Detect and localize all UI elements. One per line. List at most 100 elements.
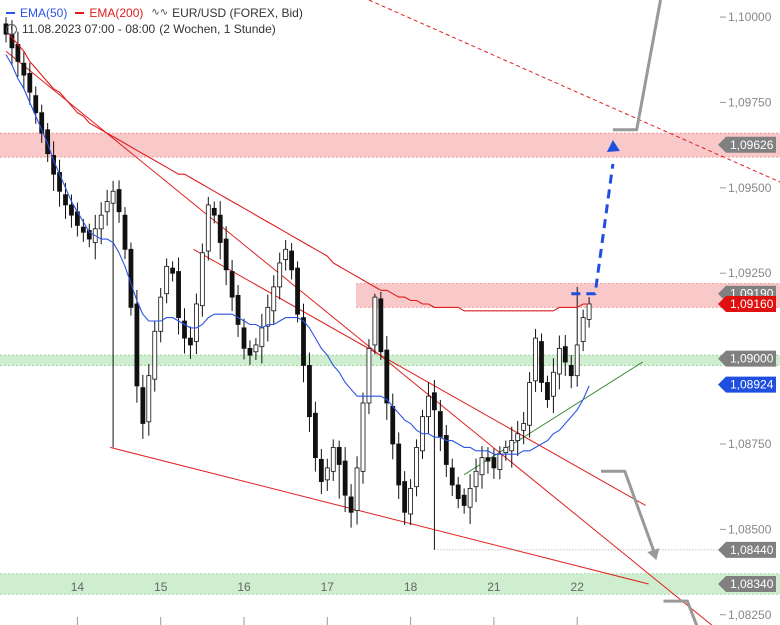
candle-body bbox=[491, 457, 497, 469]
y-tick-label: 1,08250 bbox=[728, 608, 772, 622]
candle-body bbox=[562, 346, 568, 363]
candle-body bbox=[324, 467, 330, 481]
candle-body bbox=[366, 347, 372, 404]
candle-body bbox=[431, 392, 437, 411]
candle-body bbox=[247, 347, 253, 356]
candle-body bbox=[414, 447, 419, 488]
price-label-tag bbox=[718, 295, 776, 312]
candle-body bbox=[253, 344, 259, 353]
upper-scenario-arrow bbox=[612, 0, 662, 132]
price-label-blue: 1,08924 bbox=[718, 376, 776, 393]
candle-body bbox=[336, 447, 342, 465]
candle-body bbox=[485, 457, 491, 462]
price-label-text: 1,08924 bbox=[730, 378, 774, 392]
candle-body bbox=[283, 248, 289, 260]
candle-body bbox=[384, 349, 390, 404]
candle-body bbox=[312, 412, 318, 459]
y-tick-label: 1,09500 bbox=[728, 181, 772, 195]
x-tick-label: 16 bbox=[237, 580, 251, 594]
candle-body bbox=[586, 303, 592, 320]
lower-scenario-arrow bbox=[663, 599, 699, 625]
candle-body bbox=[295, 267, 300, 315]
y-tick-label: 1,08500 bbox=[728, 522, 772, 536]
candle-body bbox=[574, 344, 580, 377]
price-label-tag bbox=[718, 350, 776, 367]
candle-body bbox=[39, 112, 45, 134]
period-label: (2 Wochen, 1 Stunde) bbox=[159, 22, 276, 36]
chart-legend: EMA(50) EMA(200) ∿∿ EUR/USD (FOREX, Bid)… bbox=[6, 5, 311, 37]
long-trendline bbox=[368, 0, 780, 183]
candle-body bbox=[378, 298, 384, 353]
candle-body bbox=[467, 487, 473, 508]
y-tick-label: 1,10000 bbox=[728, 10, 772, 24]
bullish-arrowhead bbox=[606, 140, 620, 153]
lower-wedge-line bbox=[110, 446, 649, 585]
candle-body bbox=[455, 484, 461, 500]
ema50-line bbox=[5, 54, 590, 455]
ema200-swatch bbox=[75, 12, 85, 14]
candle-body bbox=[545, 382, 550, 400]
candle-body bbox=[164, 265, 170, 295]
zone-resistance bbox=[0, 133, 780, 158]
candle-body bbox=[277, 262, 283, 288]
price-label-tag bbox=[718, 136, 776, 153]
candle-body bbox=[449, 467, 455, 486]
projection-arrows bbox=[571, 0, 699, 625]
candle-body bbox=[479, 457, 485, 476]
candle-body bbox=[217, 214, 223, 243]
candle-body bbox=[556, 347, 562, 375]
candle-body bbox=[152, 330, 158, 380]
candle-body bbox=[307, 365, 312, 418]
candle-body bbox=[533, 337, 538, 382]
bearish-projection bbox=[601, 469, 657, 554]
candle-body bbox=[86, 230, 92, 240]
ema200-label: EMA(200) bbox=[89, 6, 144, 20]
candle-body bbox=[104, 201, 110, 213]
candle-body bbox=[211, 207, 217, 216]
candle-body bbox=[182, 320, 187, 339]
candle-body bbox=[15, 43, 21, 62]
candle-body bbox=[580, 317, 586, 342]
legend-ema50[interactable]: EMA(50) bbox=[6, 5, 67, 21]
candle-body bbox=[241, 327, 247, 349]
instrument-label: EUR/USD (FOREX, Bid) bbox=[172, 6, 303, 20]
x-tick-label: 18 bbox=[404, 580, 418, 594]
candle-body bbox=[539, 341, 544, 383]
candle-body bbox=[521, 423, 527, 431]
ema50-swatch bbox=[6, 12, 15, 14]
candle-body bbox=[396, 443, 402, 486]
ema200-line bbox=[5, 30, 590, 312]
price-label-text: 1,09160 bbox=[730, 297, 774, 311]
candle-body bbox=[27, 73, 33, 93]
candle-body bbox=[473, 470, 479, 488]
y-tick-label: 1,09750 bbox=[728, 95, 772, 109]
candle-body bbox=[57, 172, 62, 192]
bearish-arrowhead bbox=[647, 548, 660, 561]
price-label-red: 1,09160 bbox=[718, 295, 776, 312]
ema50-label: EMA(50) bbox=[20, 6, 68, 20]
candle-body bbox=[176, 271, 181, 319]
candle-body bbox=[116, 189, 122, 213]
price-label-gray: 1,08440 bbox=[718, 541, 776, 558]
candle-body bbox=[158, 296, 164, 332]
candle-body bbox=[330, 447, 336, 472]
price-label-tag bbox=[718, 576, 776, 593]
candle-body bbox=[354, 467, 360, 511]
legend-ema200[interactable]: EMA(200) bbox=[75, 5, 143, 21]
candle-body bbox=[408, 487, 414, 515]
candle-body bbox=[348, 496, 354, 513]
candle-body bbox=[193, 303, 199, 342]
bullish-projection bbox=[571, 163, 615, 296]
candle-body bbox=[188, 337, 193, 346]
zone-resistance bbox=[356, 283, 780, 308]
price-label-text: 1,09000 bbox=[730, 352, 774, 366]
candle-body bbox=[110, 190, 116, 204]
candle-body bbox=[140, 387, 146, 424]
price-label-gray: 1,09626 bbox=[718, 136, 776, 153]
zone-support bbox=[0, 573, 780, 595]
candle-body bbox=[437, 411, 443, 438]
descending-resistance-line bbox=[193, 248, 646, 506]
candle-body bbox=[21, 62, 27, 76]
candle-body bbox=[527, 382, 532, 426]
